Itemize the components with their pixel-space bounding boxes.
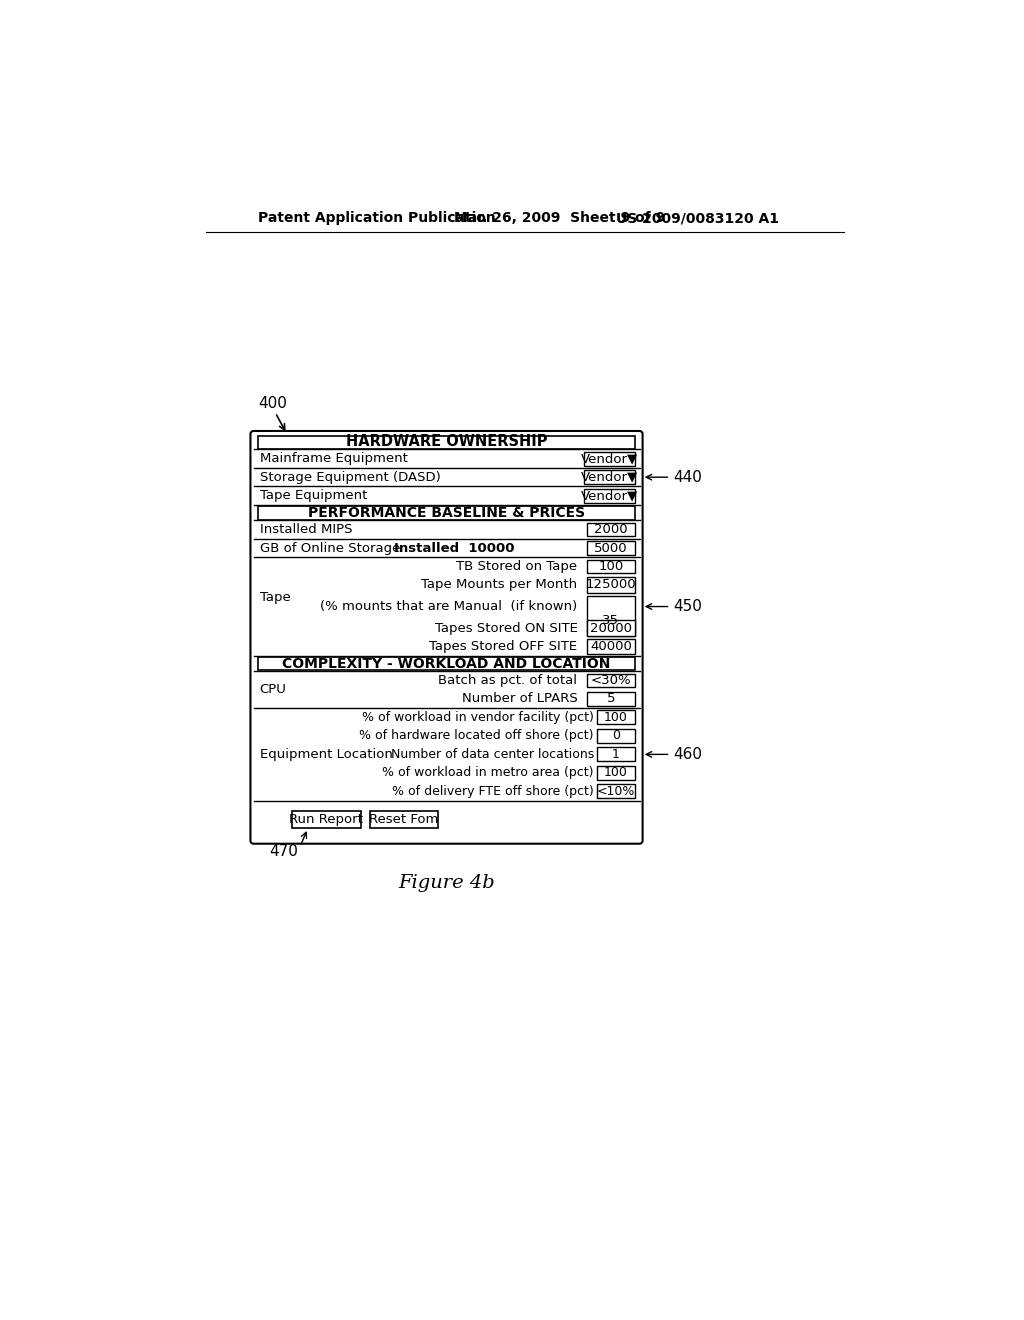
Text: 450: 450 <box>674 599 702 614</box>
Bar <box>587 639 635 655</box>
Text: Tapes Stored ON SITE: Tapes Stored ON SITE <box>434 622 578 635</box>
Text: (% mounts that are Manual  (if known): (% mounts that are Manual (if known) <box>321 601 578 612</box>
Text: HARDWARE OWNERSHIP: HARDWARE OWNERSHIP <box>346 434 547 449</box>
Text: Number of data center locations: Number of data center locations <box>390 748 594 760</box>
Text: 5: 5 <box>606 693 615 705</box>
Text: 0: 0 <box>612 730 620 742</box>
Bar <box>587 560 635 573</box>
Text: Reset Fom: Reset Fom <box>370 813 438 826</box>
Bar <box>587 541 635 554</box>
Text: Vendor▼: Vendor▼ <box>581 471 638 483</box>
Text: Mainframe Equipment: Mainframe Equipment <box>260 453 408 465</box>
Bar <box>584 470 635 484</box>
Bar <box>292 812 360 829</box>
Text: 100: 100 <box>598 560 624 573</box>
Text: 40000: 40000 <box>590 640 632 653</box>
Text: Figure 4b: Figure 4b <box>398 874 495 892</box>
Text: 470: 470 <box>269 843 298 859</box>
Text: 5000: 5000 <box>594 541 628 554</box>
Bar <box>597 729 635 743</box>
Bar <box>597 747 635 762</box>
Text: TB Stored on Tape: TB Stored on Tape <box>457 560 578 573</box>
Text: 440: 440 <box>674 470 702 484</box>
Text: Vendor▼: Vendor▼ <box>581 490 638 502</box>
Text: % of workload in metro area (pct): % of workload in metro area (pct) <box>382 767 594 779</box>
Text: CPU: CPU <box>260 684 287 696</box>
Text: Tape Mounts per Month: Tape Mounts per Month <box>421 578 578 591</box>
Bar <box>584 488 635 503</box>
Bar <box>597 784 635 799</box>
Bar <box>584 451 635 466</box>
Text: 35: 35 <box>602 614 620 627</box>
Bar <box>258 436 635 449</box>
Text: US 2009/0083120 A1: US 2009/0083120 A1 <box>616 211 779 226</box>
Text: % of delivery FTE off shore (pct): % of delivery FTE off shore (pct) <box>392 785 594 797</box>
Bar <box>587 692 635 706</box>
Bar <box>258 657 635 671</box>
Bar <box>587 577 635 593</box>
Text: <30%: <30% <box>591 675 631 686</box>
Text: Equipment Location: Equipment Location <box>260 748 392 760</box>
Text: 460: 460 <box>674 747 702 762</box>
Text: Storage Equipment (DASD): Storage Equipment (DASD) <box>260 471 440 483</box>
Text: 20000: 20000 <box>590 622 632 635</box>
Bar <box>597 710 635 725</box>
Text: 2000: 2000 <box>594 523 628 536</box>
Text: Tape: Tape <box>260 591 291 603</box>
Text: Run Report: Run Report <box>290 813 364 826</box>
Text: <10%: <10% <box>597 785 635 797</box>
Text: % of hardware located off shore (pct): % of hardware located off shore (pct) <box>359 730 594 742</box>
Bar <box>258 507 635 520</box>
Text: 100: 100 <box>604 711 628 723</box>
Text: PERFORMANCE BASELINE & PRICES: PERFORMANCE BASELINE & PRICES <box>308 506 585 520</box>
Text: % of workload in vendor facility (pct): % of workload in vendor facility (pct) <box>361 711 594 723</box>
Text: 1: 1 <box>612 748 620 760</box>
Text: Installed MIPS: Installed MIPS <box>260 523 352 536</box>
Text: GB of Online Storage: GB of Online Storage <box>260 541 400 554</box>
Bar <box>370 812 438 829</box>
Bar <box>587 595 635 636</box>
Bar <box>587 523 635 536</box>
Text: 400: 400 <box>258 396 287 411</box>
Bar <box>587 673 635 688</box>
Bar <box>587 620 635 636</box>
Text: Vendor▼: Vendor▼ <box>581 453 638 465</box>
Text: Tapes Stored OFF SITE: Tapes Stored OFF SITE <box>429 640 578 653</box>
Text: Patent Application Publication: Patent Application Publication <box>258 211 496 226</box>
Text: Number of LPARS: Number of LPARS <box>462 693 578 705</box>
Text: 125000: 125000 <box>586 578 636 591</box>
Text: Batch as pct. of total: Batch as pct. of total <box>438 675 578 686</box>
Text: COMPLEXITY - WORKLOAD AND LOCATION: COMPLEXITY - WORKLOAD AND LOCATION <box>283 656 610 671</box>
Bar <box>597 766 635 780</box>
Text: 100: 100 <box>604 767 628 779</box>
Text: Mar. 26, 2009  Sheet 9 of 9: Mar. 26, 2009 Sheet 9 of 9 <box>454 211 665 226</box>
Text: Tape Equipment: Tape Equipment <box>260 490 368 502</box>
Text: Installed  10000: Installed 10000 <box>394 541 514 554</box>
